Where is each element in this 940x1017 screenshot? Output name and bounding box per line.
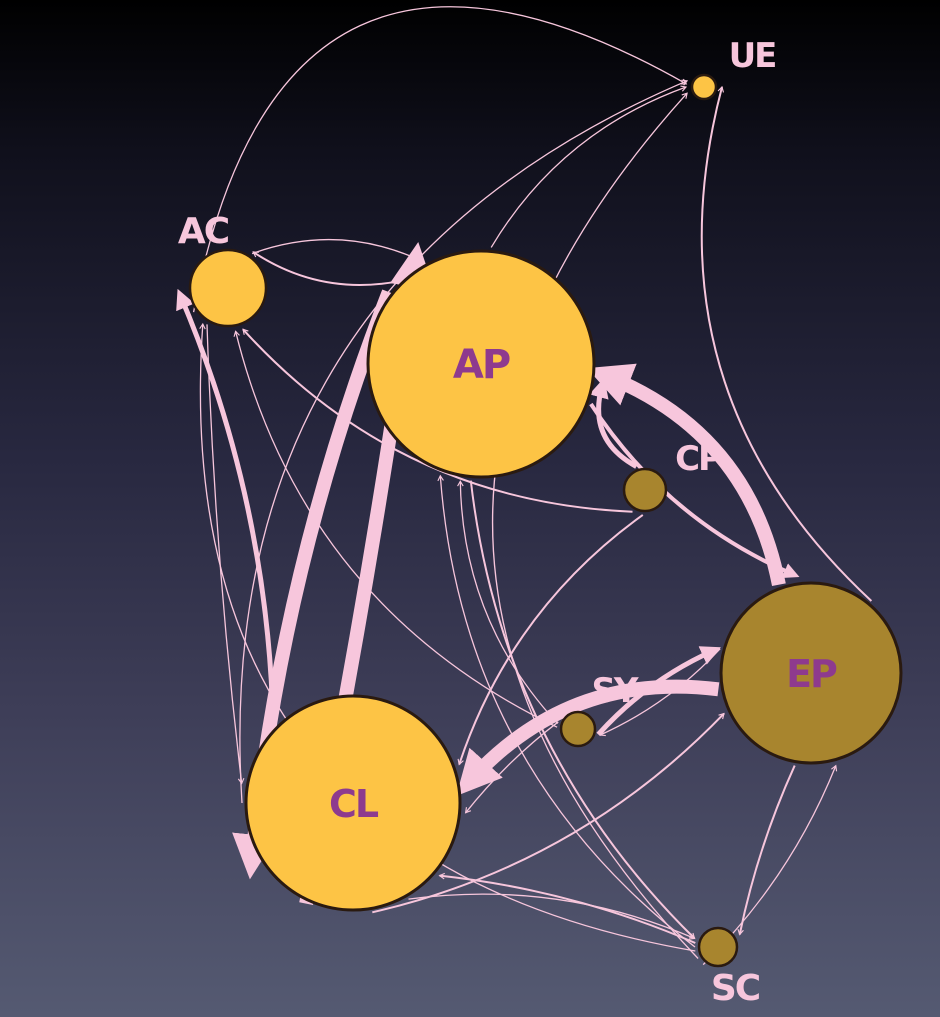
- edge-cl-to-sc: [408, 893, 696, 940]
- edge-cp-to-cl: [457, 514, 644, 766]
- node-sc-label: SC: [711, 968, 760, 1009]
- edge-ac-to-ue: [192, 6, 688, 313]
- node-cl[interactable]: [244, 694, 462, 912]
- edge-sy-to-ep: [596, 646, 721, 737]
- edge-cl-to-ue: [239, 79, 689, 804]
- node-sc[interactable]: [697, 926, 739, 968]
- node-cl-label: CL: [329, 782, 379, 826]
- edge-cl-to-ac: [176, 288, 276, 726]
- edge-ap-to-ac: [252, 251, 399, 286]
- edge-cl-to-ep: [372, 712, 725, 914]
- edge-ep-to-cl: [456, 679, 720, 797]
- edge-sc-to-ue: [491, 92, 699, 959]
- edge-ac-to-cl: [206, 324, 245, 785]
- node-cp[interactable]: [622, 467, 668, 513]
- node-ac-label: AC: [178, 211, 229, 252]
- node-layer: [188, 73, 903, 968]
- edge-sy-to-ap: [457, 480, 559, 725]
- node-ue-label: UE: [729, 36, 776, 76]
- edge-ep-to-ue: [700, 85, 873, 602]
- node-sy[interactable]: [559, 710, 597, 748]
- edge-ap-to-ue: [490, 85, 688, 248]
- node-ac[interactable]: [188, 248, 268, 328]
- edge-sy-to-cl: [464, 721, 559, 814]
- edge-sc-to-ap: [437, 474, 696, 948]
- node-ap-label: AP: [453, 342, 510, 388]
- label-layer: UE AC AP CP EP SY CL SC: [178, 36, 839, 1009]
- edge-cp-to-ap: [589, 377, 638, 469]
- edge-ac-to-ap: [251, 238, 423, 262]
- node-ep-label: EP: [786, 652, 837, 696]
- node-cp-label: CP: [675, 439, 722, 479]
- edge-sc-to-cl: [438, 872, 696, 944]
- node-ep[interactable]: [719, 581, 903, 765]
- edge-ap-to-sc: [469, 480, 696, 940]
- node-ap[interactable]: [366, 249, 596, 479]
- edge-cp-to-ac: [242, 328, 633, 513]
- node-ue[interactable]: [690, 73, 718, 101]
- edge-ap-to-ep: [589, 402, 800, 579]
- node-sy-label: SY: [591, 671, 638, 711]
- edge-ep-to-sy: [599, 648, 721, 737]
- edge-ep-to-sc: [737, 765, 796, 936]
- edge-ep-to-ap: [586, 363, 786, 587]
